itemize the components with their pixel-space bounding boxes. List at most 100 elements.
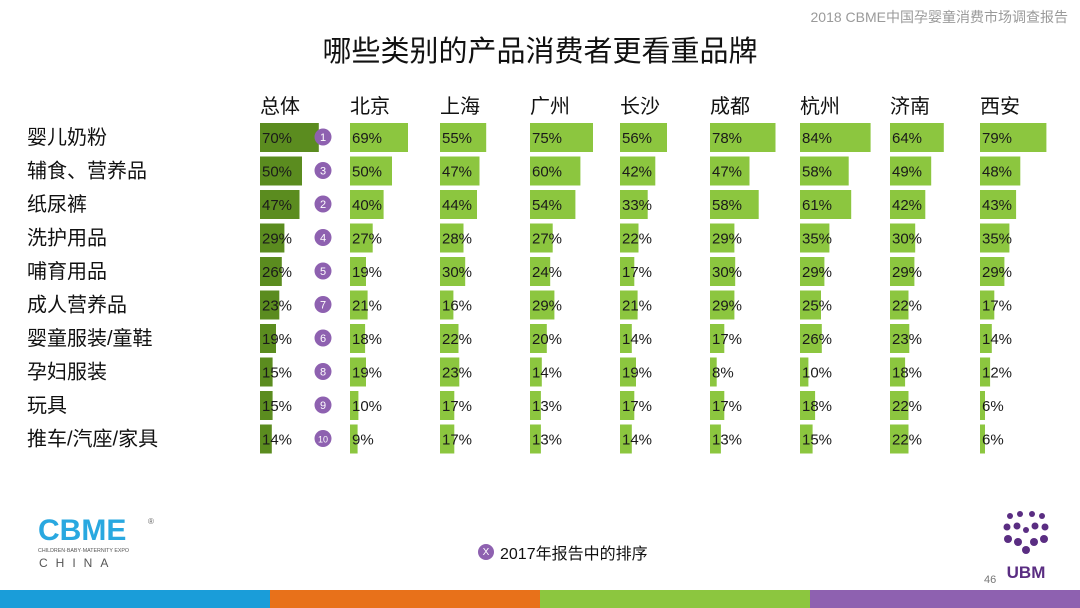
bar — [260, 391, 273, 420]
bar — [980, 424, 985, 454]
bar — [890, 190, 926, 219]
data-label: 58% — [712, 197, 742, 214]
bar — [620, 391, 635, 420]
rank-badge-label: 7 — [320, 300, 326, 312]
rank-badge — [314, 162, 332, 179]
data-label: 22% — [442, 331, 472, 348]
bar — [440, 424, 455, 454]
bar — [440, 123, 487, 152]
bar — [890, 324, 910, 353]
bar — [530, 424, 541, 454]
data-label: 19% — [622, 365, 652, 382]
data-label: 19% — [352, 365, 382, 382]
data-label: 23% — [442, 365, 472, 382]
bar — [710, 156, 750, 186]
data-label: 42% — [892, 197, 922, 214]
data-label: 13% — [532, 398, 562, 415]
data-label: 22% — [622, 231, 652, 248]
bar — [350, 257, 366, 286]
data-label: 61% — [802, 197, 832, 214]
data-label: 22% — [892, 432, 922, 449]
column-header: 广州 — [530, 95, 570, 118]
bar — [710, 324, 725, 353]
bar — [530, 324, 547, 353]
bar — [800, 324, 822, 353]
row-label: 洗护用品 — [27, 227, 107, 250]
data-label: 60% — [532, 164, 562, 181]
data-label: 14% — [622, 331, 652, 348]
data-label: 30% — [892, 231, 922, 248]
bar — [350, 123, 408, 152]
column-header: 长沙 — [620, 95, 660, 118]
data-label: 15% — [262, 365, 292, 382]
row-label: 推车/汽座/家具 — [27, 428, 158, 451]
data-label: 25% — [802, 298, 832, 315]
data-label: 43% — [982, 197, 1012, 214]
bar — [710, 357, 717, 387]
data-label: 14% — [532, 365, 562, 382]
row-label: 辅食、营养品 — [27, 160, 147, 183]
bar — [440, 324, 459, 353]
rank-badge — [314, 396, 332, 414]
page-number: 46 — [984, 574, 997, 586]
footer-stripe — [0, 590, 1080, 608]
bar — [530, 223, 553, 253]
data-label: 21% — [622, 298, 652, 315]
data-label: 21% — [352, 298, 382, 315]
data-label: 50% — [262, 164, 292, 181]
data-label: 29% — [712, 231, 742, 248]
data-label: 27% — [532, 231, 562, 248]
column-header: 北京 — [350, 95, 390, 118]
ubm-dots-icon — [1003, 511, 1049, 554]
bar — [620, 123, 667, 152]
data-label: 15% — [262, 398, 292, 415]
data-label: 9% — [352, 432, 374, 449]
data-label: 10% — [352, 398, 382, 415]
data-label: 14% — [982, 331, 1012, 348]
bar — [800, 190, 852, 219]
column-header: 总体 — [260, 95, 300, 118]
bar — [350, 156, 392, 186]
bar — [260, 257, 282, 286]
legend-rank-badge: X — [478, 544, 494, 560]
rank-badge-label: 2 — [320, 199, 326, 211]
bar — [350, 223, 373, 253]
legend-text: 2017年报告中的排序 — [500, 546, 648, 563]
report-header: 2018 CBME中国孕婴童消费市场调查报告 — [810, 9, 1068, 25]
bar — [800, 424, 813, 454]
data-label: 14% — [262, 432, 292, 449]
bar — [710, 223, 735, 253]
bar — [980, 257, 1005, 286]
data-label: 17% — [442, 432, 472, 449]
data-label: 35% — [802, 231, 832, 248]
rank-badge-label: 4 — [320, 233, 326, 245]
bar — [260, 223, 285, 253]
data-label: 47% — [262, 197, 292, 214]
bar — [980, 223, 1010, 253]
data-label: 17% — [622, 264, 652, 281]
bar — [260, 123, 319, 152]
data-label: 17% — [622, 398, 652, 415]
data-label: 15% — [802, 432, 832, 449]
ubm-logo-text: UBM — [1007, 563, 1046, 582]
rank-badge-label: 6 — [320, 333, 326, 345]
cbme-logo-reg: ® — [148, 517, 154, 526]
data-label: 26% — [802, 331, 832, 348]
data-label: 23% — [892, 331, 922, 348]
bar — [800, 223, 830, 253]
bar — [620, 257, 635, 286]
bar — [890, 257, 915, 286]
data-label: 55% — [442, 130, 472, 147]
data-label: 69% — [352, 130, 382, 147]
bar — [800, 290, 821, 320]
data-label: 20% — [532, 331, 562, 348]
data-label: 79% — [982, 130, 1012, 147]
data-label: 30% — [712, 264, 742, 281]
bar — [260, 190, 300, 219]
bar — [890, 391, 909, 420]
data-label: 40% — [352, 197, 382, 214]
column-header: 杭州 — [800, 95, 840, 118]
bar — [350, 391, 359, 420]
bar — [440, 257, 466, 286]
bar — [890, 223, 916, 253]
